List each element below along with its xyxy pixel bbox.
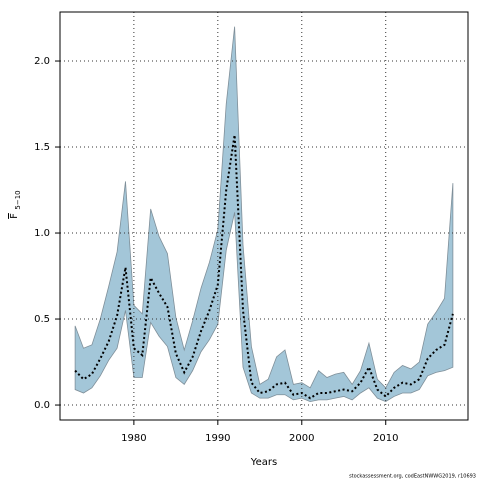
y-axis-label-subscript: 5−10 [14,190,22,209]
y-tick-label: 0.5 [34,314,50,325]
y-axis-label-group: F 5−10 [9,190,22,219]
y-tick-label: 0.0 [34,400,50,411]
y-tick-label: 1.5 [34,142,50,153]
plot-frame [59,11,469,421]
x-axis-label: Years [250,457,277,468]
y-axis-label: F [9,213,20,219]
y-tick-label: 1.0 [34,228,50,239]
x-tick-label: 2010 [373,433,398,444]
x-tick-label: 1990 [205,433,230,444]
y-tick-label: 2.0 [34,56,50,67]
confidence-band [74,26,454,403]
x-tick-label: 2000 [289,433,314,444]
footnote: stockassessment.org, codEastNWWG2019, r1… [349,474,476,480]
x-tick-label: 1980 [121,433,146,444]
mean-line [74,134,454,400]
